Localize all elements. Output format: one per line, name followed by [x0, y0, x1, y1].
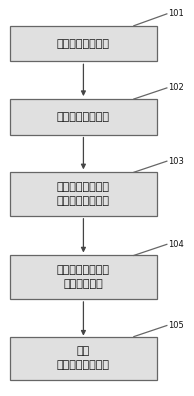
- Text: 求解试井解释模型: 求解试井解释模型: [57, 112, 110, 122]
- Text: 计算
二氧化碳驱替前缘: 计算 二氧化碳驱替前缘: [57, 346, 110, 370]
- Text: 105: 105: [168, 321, 184, 330]
- Text: 输入油藏物性参数
得到理论压力曲线: 输入油藏物性参数 得到理论压力曲线: [57, 182, 110, 206]
- Bar: [10, 337, 157, 380]
- Bar: [10, 99, 157, 135]
- Text: 拟合实测压力曲线
确定油藏参数: 拟合实测压力曲线 确定油藏参数: [57, 265, 110, 289]
- Bar: [10, 26, 157, 61]
- Bar: [10, 255, 157, 299]
- Text: 102: 102: [168, 84, 184, 92]
- Text: 104: 104: [168, 240, 184, 249]
- Text: 建立试井解释模型: 建立试井解释模型: [57, 38, 110, 49]
- Text: 101: 101: [168, 10, 184, 18]
- Bar: [10, 172, 157, 216]
- Text: 103: 103: [168, 157, 184, 166]
